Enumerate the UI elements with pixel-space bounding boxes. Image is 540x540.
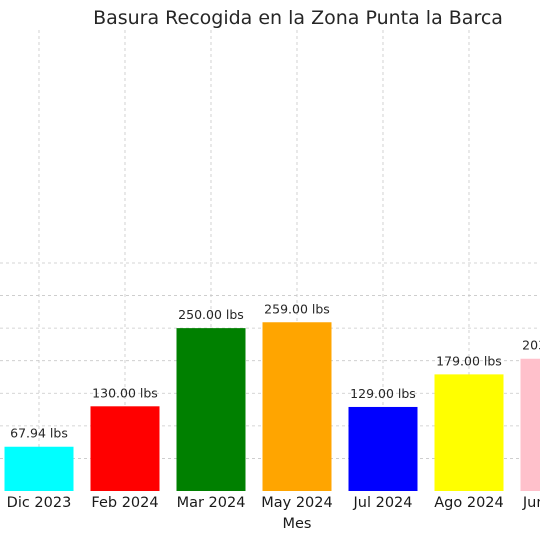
bar-2 [90,406,160,491]
data-label-6: 179.00 lbs [436,353,502,368]
x-tick-label-2: Feb 2024 [91,495,158,511]
data-label-1: 67.94 lbs [10,426,68,441]
x-tick-labels-layer: Dic 2023 Feb 2024 Mar 2024 May 2024 Jul 2024… [7,495,540,511]
bar-5 [348,406,418,491]
x-tick-label-1: Dic 2023 [7,495,72,511]
bar-7 [520,358,540,491]
data-label-4: 259.00 lbs [264,301,330,316]
data-label-5: 129.00 lbs [350,386,416,401]
chart-title: Basura Recogida en la Zona Punta la Barc… [93,7,503,29]
x-tick-label-7: Jun 2024 [522,495,540,511]
bars-layer [4,322,540,491]
x-tick-label-4: May 2024 [261,495,333,511]
data-label-2: 130.00 lbs [92,385,158,400]
bar-1 [4,446,74,491]
bar-4 [262,322,332,491]
x-tick-label-3: Mar 2024 [177,495,246,511]
x-tick-label-5: Jul 2024 [352,495,412,511]
data-label-3: 250.00 lbs [178,307,244,322]
bar-3 [176,328,246,491]
data-label-7: 203.00 lbs [522,338,540,353]
data-labels-layer: 67.94 lbs 130.00 lbs 250.00 lbs 259.00 lbs 1… [10,301,540,440]
x-axis-label: Mes [283,516,312,532]
x-tick-label-6: Ago 2024 [434,495,504,511]
bar-6 [434,374,504,491]
